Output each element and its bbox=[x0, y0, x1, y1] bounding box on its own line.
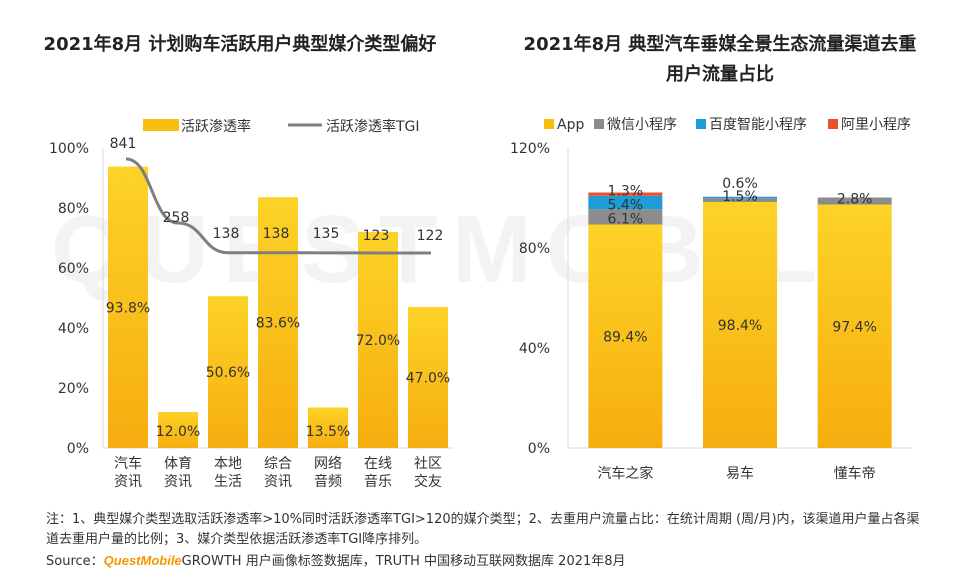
stacked-bar-segment bbox=[588, 192, 663, 196]
bar-value-label: 93.8% bbox=[106, 300, 150, 316]
segment-value-label: 89.4% bbox=[603, 329, 647, 345]
y-tick-label: 80% bbox=[519, 241, 550, 257]
y-tick-label: 40% bbox=[519, 341, 550, 357]
y-tick-label: 0% bbox=[67, 441, 89, 457]
segment-value-label: 97.4% bbox=[832, 319, 876, 335]
tgi-value-label: 258 bbox=[163, 210, 190, 226]
tgi-value-label: 123 bbox=[363, 228, 390, 244]
stacked-bar-segment bbox=[703, 202, 777, 448]
source-brand: QuestMobile bbox=[103, 553, 182, 568]
bar bbox=[158, 412, 198, 448]
x-tick-label: 本地 bbox=[214, 456, 242, 472]
tgi-value-label: 135 bbox=[313, 226, 340, 242]
y-tick-label: 40% bbox=[58, 321, 89, 337]
tgi-value-label: 138 bbox=[213, 226, 240, 242]
segment-value-label: 98.4% bbox=[718, 318, 762, 334]
segment-value-label: 0.6% bbox=[722, 176, 758, 192]
y-tick-label: 120% bbox=[510, 141, 550, 157]
x-tick-label: 音频 bbox=[314, 473, 342, 490]
stacked-bar-segment bbox=[588, 224, 663, 448]
footnote: 注：1、典型媒介类型选取活跃渗透率>10%同时活跃渗透率TGI>120的媒介类型… bbox=[46, 512, 920, 547]
legend-swatch-bar bbox=[143, 119, 179, 131]
chart-2-title: 2021年8月 典型汽车垂媒全景生态流量渠道去重用户流量占比 bbox=[523, 34, 917, 85]
tgi-value-label: 122 bbox=[417, 228, 444, 244]
legend-swatch bbox=[594, 119, 604, 129]
source-line: Source：QuestMobileGROWTH 用户画像标签数据库，TRUTH… bbox=[46, 550, 626, 569]
stacked-bar-segment bbox=[588, 209, 663, 225]
y-tick-label: 0% bbox=[528, 441, 550, 457]
segment-value-label: 6.1% bbox=[608, 212, 644, 228]
bar-value-label: 13.5% bbox=[306, 424, 350, 440]
chart-1-title: 2021年8月 计划购车活跃用户典型媒介类型偏好 bbox=[43, 34, 437, 55]
segment-value-label: 2.8% bbox=[837, 192, 873, 208]
x-tick-label: 易车 bbox=[726, 465, 754, 482]
x-tick-label: 资讯 bbox=[114, 474, 142, 490]
x-tick-label: 汽车之家 bbox=[597, 465, 653, 482]
segment-value-label: 1.5% bbox=[722, 189, 758, 205]
x-tick-label: 资讯 bbox=[164, 474, 192, 490]
bar bbox=[358, 232, 398, 448]
legend-label: 百度智能小程序 bbox=[709, 117, 807, 133]
legend-swatch bbox=[544, 119, 554, 129]
bar-value-label: 47.0% bbox=[406, 371, 450, 387]
tgi-line bbox=[125, 157, 431, 255]
stacked-bar-segment bbox=[703, 196, 777, 199]
y-tick-label: 60% bbox=[58, 261, 89, 277]
bar-value-label: 12.0% bbox=[156, 424, 200, 440]
legend-label: 阿里小程序 bbox=[841, 117, 911, 133]
y-tick-label: 100% bbox=[49, 141, 89, 157]
bar bbox=[208, 296, 248, 448]
y-tick-label: 20% bbox=[58, 381, 89, 397]
x-tick-label: 汽车 bbox=[114, 455, 142, 472]
x-tick-label: 交友 bbox=[414, 473, 442, 490]
legend-swatch bbox=[828, 119, 838, 129]
x-tick-label: 社区 bbox=[414, 456, 442, 472]
source-prefix: Source： bbox=[46, 554, 104, 569]
legend-label-bar: 活跃渗透率 bbox=[181, 118, 251, 135]
legend-swatch bbox=[696, 119, 706, 129]
stacked-bar-segment bbox=[588, 195, 663, 210]
x-tick-label: 综合 bbox=[264, 456, 292, 472]
bar bbox=[108, 166, 148, 448]
x-tick-label: 网络 bbox=[314, 456, 342, 472]
chart-1: 0% 20% 40% 60% 80% 100% 93.8% 12.0% 50.6% 83.6% 13… bbox=[49, 118, 453, 490]
bar bbox=[408, 307, 448, 448]
stacked-bar-segment bbox=[817, 204, 892, 448]
segment-value-label: 1.3% bbox=[608, 184, 644, 200]
bar-value-label: 50.6% bbox=[206, 365, 250, 381]
x-tick-label: 懂车帝 bbox=[834, 465, 876, 482]
legend-label: App bbox=[557, 117, 584, 133]
tgi-value-label: 138 bbox=[263, 226, 290, 242]
legend-label: 微信小程序 bbox=[607, 117, 677, 133]
segment-value-label: 5.4% bbox=[608, 198, 644, 214]
tgi-value-label: 841 bbox=[110, 136, 137, 152]
legend-label-line: 活跃渗透率TGI bbox=[326, 118, 420, 135]
x-tick-label: 体育 bbox=[164, 456, 192, 472]
bar bbox=[308, 407, 348, 448]
x-tick-label: 资讯 bbox=[264, 474, 292, 490]
source-text: GROWTH 用户画像标签数据库，TRUTH 中国移动互联网数据库 2021年8… bbox=[181, 554, 626, 569]
stacked-bar-segment bbox=[703, 198, 777, 202]
stacked-bar-segment bbox=[817, 197, 892, 205]
bar-value-label: 72.0% bbox=[356, 333, 400, 349]
bar-value-label: 83.6% bbox=[256, 316, 300, 332]
bar bbox=[258, 197, 298, 448]
chart-2: 0% 40% 80% 120% 89.4% 6.1%5.4%1.3% 汽车之家 98.4% 1.… bbox=[510, 117, 912, 482]
x-tick-label: 生活 bbox=[214, 474, 242, 490]
x-tick-label: 音乐 bbox=[364, 473, 392, 490]
y-tick-label: 80% bbox=[58, 201, 89, 217]
x-tick-label: 在线 bbox=[364, 456, 392, 472]
